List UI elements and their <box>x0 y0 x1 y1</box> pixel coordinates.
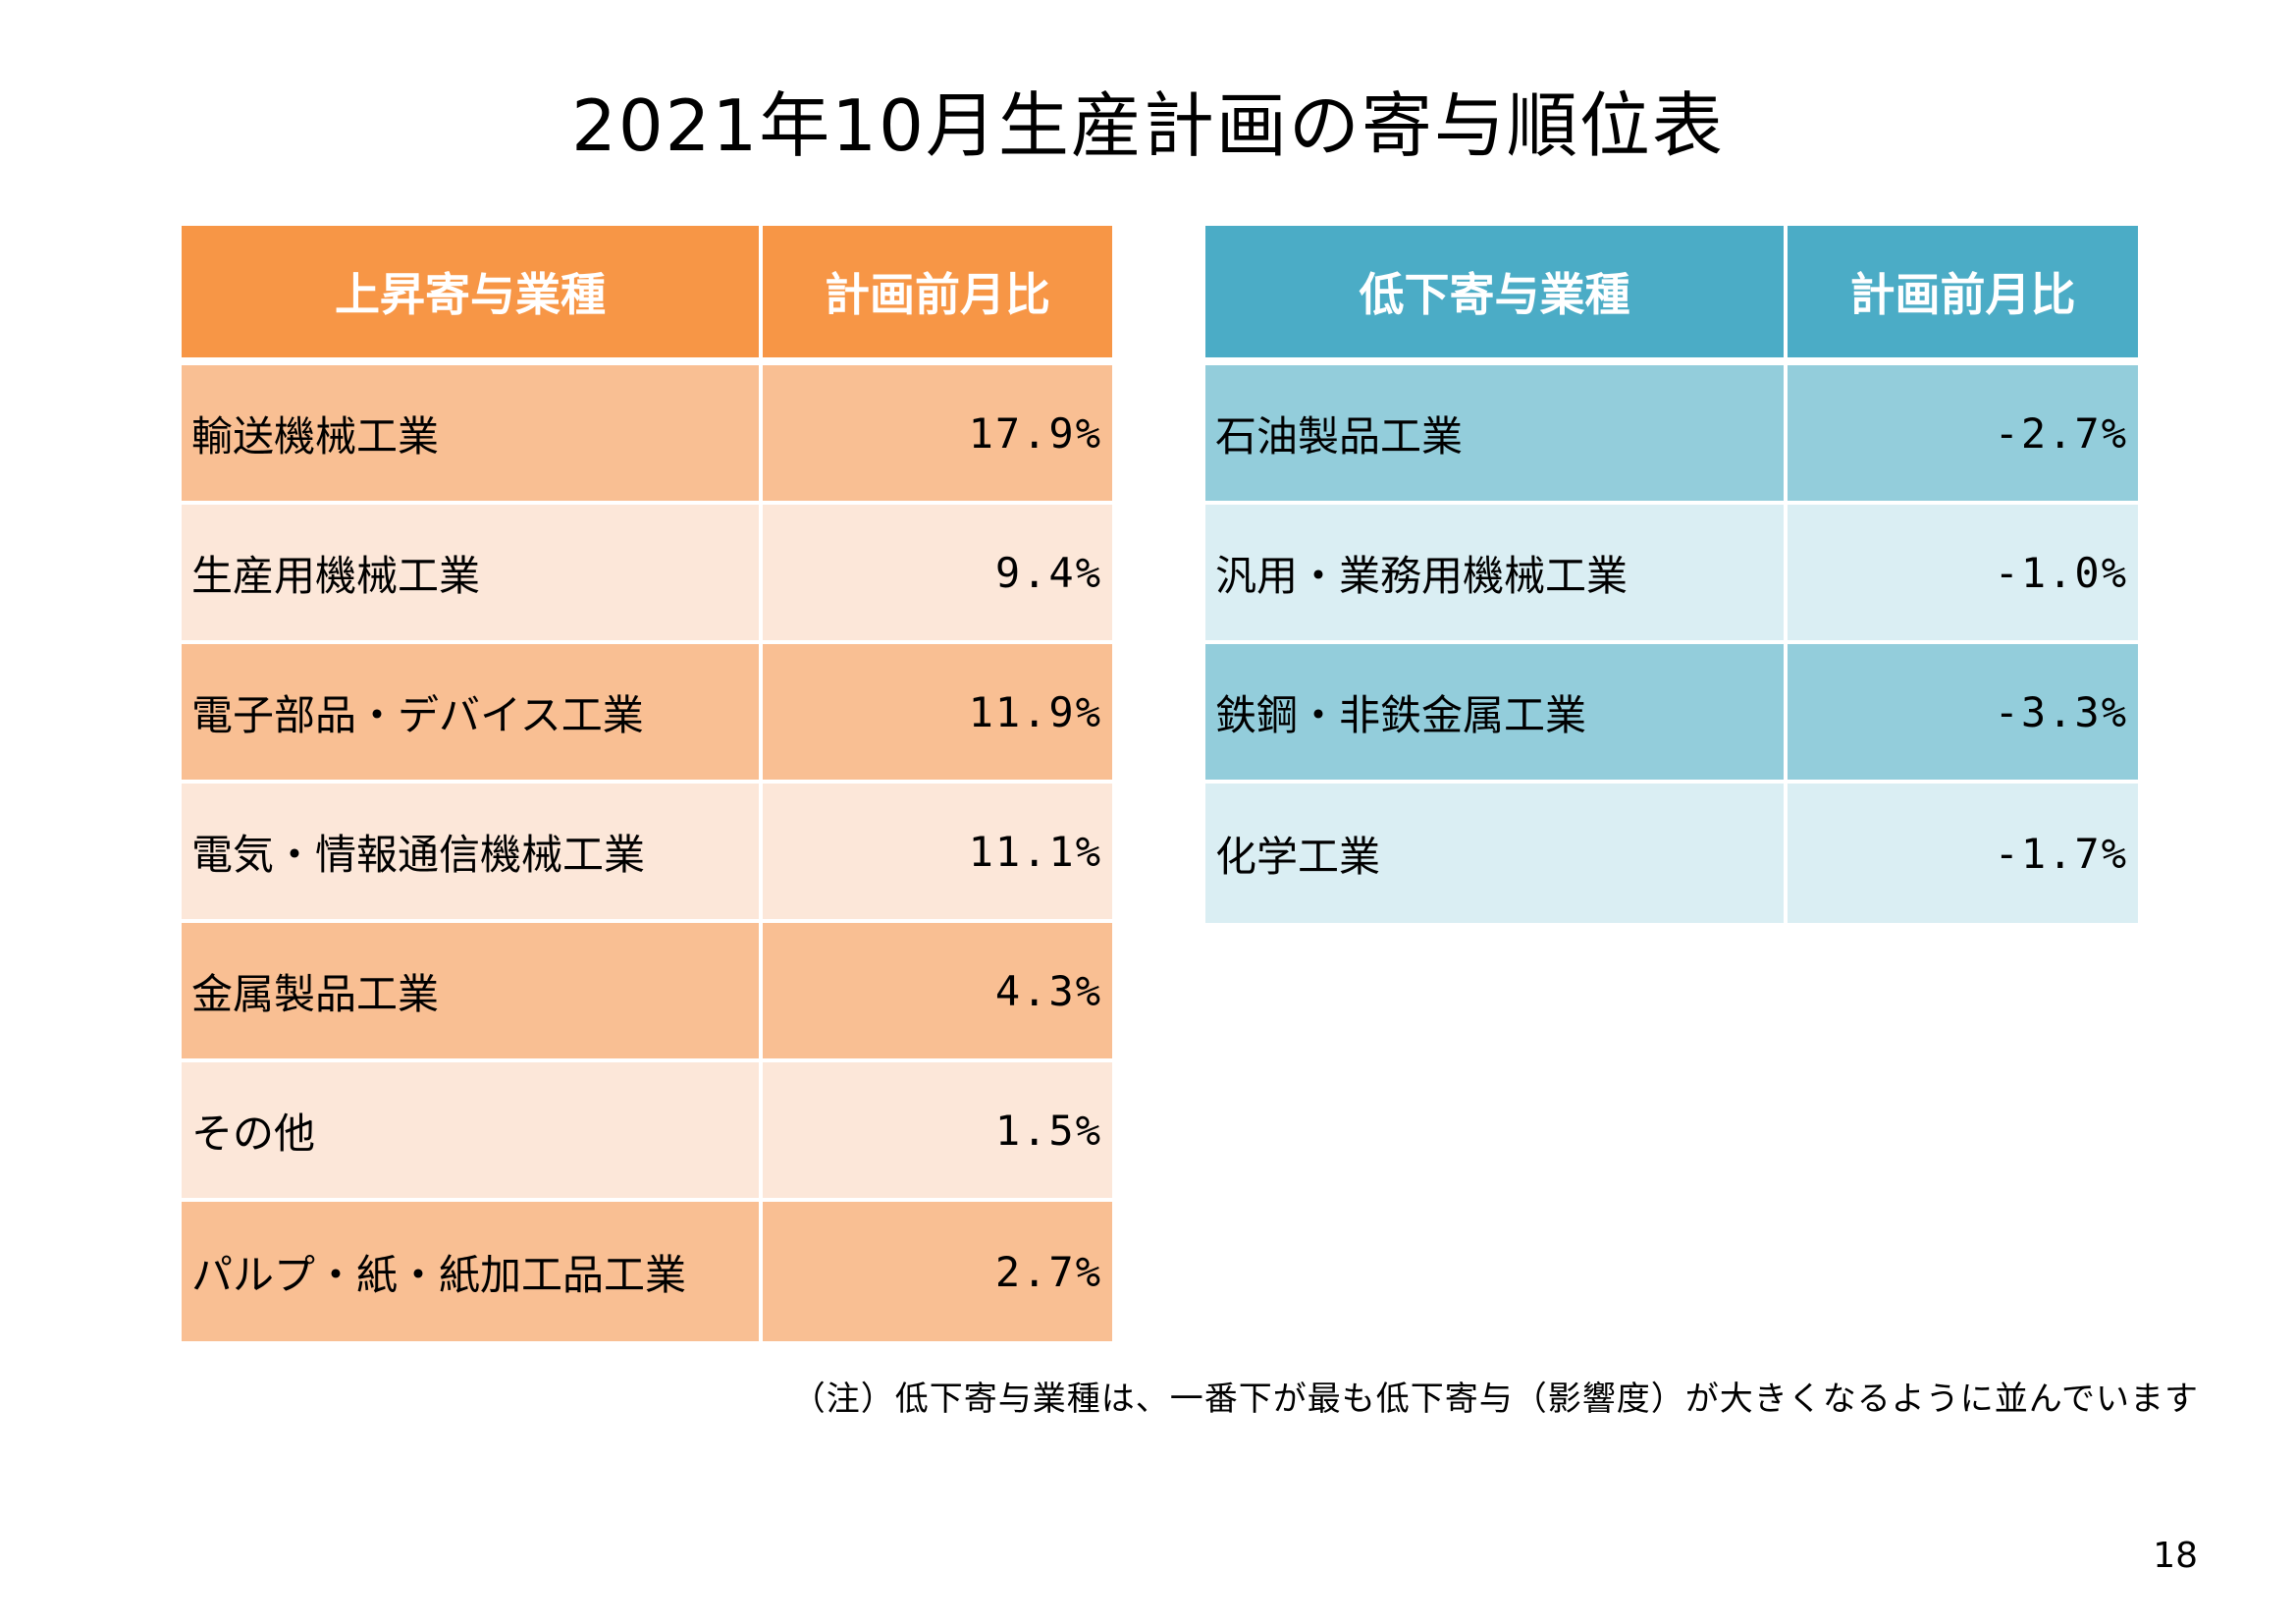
table-row: 石油製品工業 -2.7% <box>1205 365 2138 505</box>
table-row: 生産用機械工業 9.4% <box>182 505 1112 644</box>
industry-cell: パルプ・紙・紙加工品工業 <box>182 1202 763 1341</box>
table-row: パルプ・紙・紙加工品工業 2.7% <box>182 1202 1112 1341</box>
table-header-row: 低下寄与業種 計画前月比 <box>1205 226 2138 365</box>
industry-cell: 石油製品工業 <box>1205 365 1788 505</box>
change-cell: -1.0% <box>1788 505 2138 644</box>
footnote: （注）低下寄与業種は、一番下が最も低下寄与（影響度）が大きくなるように並んでいま… <box>791 1380 2199 1419</box>
table-row: 電気・情報通信機械工業 11.1% <box>182 784 1112 923</box>
change-cell: 9.4% <box>763 505 1112 644</box>
page-number: 18 <box>2153 1536 2198 1576</box>
industry-cell: 電気・情報通信機械工業 <box>182 784 763 923</box>
change-cell: -2.7% <box>1788 365 2138 505</box>
change-cell: 17.9% <box>763 365 1112 505</box>
industry-cell: 汎用・業務用機械工業 <box>1205 505 1788 644</box>
change-cell: 11.1% <box>763 784 1112 923</box>
table-row: 鉄鋼・非鉄金属工業 -3.3% <box>1205 644 2138 784</box>
change-cell: -1.7% <box>1788 784 2138 923</box>
industry-cell: 化学工業 <box>1205 784 1788 923</box>
header-change: 計画前月比 <box>763 226 1112 365</box>
header-industry: 上昇寄与業種 <box>182 226 763 365</box>
table-row: その他 1.5% <box>182 1062 1112 1202</box>
header-industry: 低下寄与業種 <box>1205 226 1788 365</box>
change-cell: 4.3% <box>763 923 1112 1062</box>
table-row: 電子部品・デバイス工業 11.9% <box>182 644 1112 784</box>
change-cell: 1.5% <box>763 1062 1112 1202</box>
fall-contribution-table: 低下寄与業種 計画前月比 石油製品工業 -2.7% 汎用・業務用機械工業 -1.… <box>1205 226 2138 923</box>
table-row: 汎用・業務用機械工業 -1.0% <box>1205 505 2138 644</box>
table-header-row: 上昇寄与業種 計画前月比 <box>182 226 1112 365</box>
change-cell: 11.9% <box>763 644 1112 784</box>
table-row: 輸送機械工業 17.9% <box>182 365 1112 505</box>
table-row: 金属製品工業 4.3% <box>182 923 1112 1062</box>
industry-cell: その他 <box>182 1062 763 1202</box>
industry-cell: 鉄鋼・非鉄金属工業 <box>1205 644 1788 784</box>
header-change: 計画前月比 <box>1788 226 2138 365</box>
industry-cell: 電子部品・デバイス工業 <box>182 644 763 784</box>
page-title: 2021年10月生産計画の寄与順位表 <box>571 84 1725 167</box>
industry-cell: 輸送機械工業 <box>182 365 763 505</box>
change-cell: -3.3% <box>1788 644 2138 784</box>
table-row: 化学工業 -1.7% <box>1205 784 2138 923</box>
industry-cell: 生産用機械工業 <box>182 505 763 644</box>
industry-cell: 金属製品工業 <box>182 923 763 1062</box>
rise-contribution-table: 上昇寄与業種 計画前月比 輸送機械工業 17.9% 生産用機械工業 9.4% 電… <box>182 226 1112 1341</box>
change-cell: 2.7% <box>763 1202 1112 1341</box>
